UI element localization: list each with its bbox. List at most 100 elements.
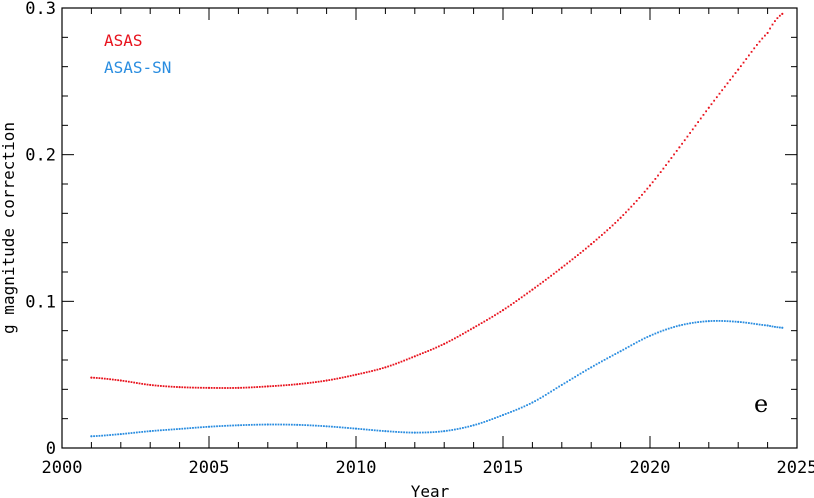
series-sample	[462, 427, 464, 429]
series-sample	[261, 423, 264, 426]
series-sample	[421, 352, 424, 355]
series-sample	[280, 423, 283, 426]
series-sample	[654, 178, 657, 180]
series-sample	[213, 387, 216, 389]
series-sample	[98, 434, 101, 437]
series-sample	[750, 322, 753, 325]
series-sample	[638, 340, 641, 342]
series-sample	[250, 386, 253, 389]
series-sample	[606, 357, 609, 360]
series-sample	[598, 361, 601, 364]
series-sample	[408, 357, 411, 360]
series-sample	[600, 234, 603, 236]
series-sample	[432, 347, 435, 350]
x-tick-label: 2020	[630, 458, 671, 478]
series-sample	[154, 384, 157, 387]
series-sample	[475, 423, 478, 426]
series-sample	[659, 171, 662, 173]
series-sample	[245, 424, 248, 426]
series-sample	[424, 431, 427, 434]
x-tick-label: 2015	[483, 458, 524, 478]
series-sample	[523, 405, 526, 408]
series-sample	[761, 37, 764, 40]
series-sample	[683, 139, 686, 142]
data-point	[766, 31, 769, 35]
series-sample	[184, 386, 186, 389]
series-sample	[670, 326, 673, 329]
series-sample	[499, 310, 502, 313]
series-sample	[544, 393, 547, 396]
series-sample	[609, 226, 611, 229]
data-point	[737, 320, 740, 323]
x-axis-label: Year	[411, 482, 450, 498]
series-sample	[718, 92, 721, 95]
series-sample	[224, 387, 226, 389]
series-sample	[603, 231, 606, 234]
series-sample	[771, 23, 774, 26]
series-sample	[253, 423, 256, 426]
series-sample	[510, 303, 512, 306]
series-sample	[143, 383, 146, 386]
series-sample	[686, 322, 689, 325]
series-sample	[339, 377, 341, 379]
series-sample	[333, 378, 336, 381]
series-sample	[769, 325, 771, 327]
series-sample	[721, 320, 724, 322]
data-point	[443, 342, 446, 345]
series-sample	[633, 342, 635, 345]
series-sample	[376, 368, 379, 371]
series-sample	[280, 384, 283, 387]
series-sample	[486, 420, 488, 422]
series-sample	[261, 385, 264, 388]
data-point	[766, 324, 769, 327]
data-point	[237, 386, 240, 389]
series-sample	[165, 385, 168, 388]
series-sample	[435, 431, 438, 433]
series-sample	[368, 370, 371, 373]
series-sample	[317, 380, 320, 383]
series-sample	[218, 387, 221, 389]
series-sample	[111, 378, 114, 381]
series-sample	[184, 427, 186, 430]
series-sample	[360, 428, 363, 430]
series-sample	[159, 429, 162, 432]
series-sample	[747, 54, 750, 57]
data-point	[781, 326, 784, 329]
series-sample	[451, 338, 454, 341]
series-sample	[397, 431, 400, 433]
series-sample	[405, 431, 408, 434]
series-sample	[109, 434, 112, 436]
series-sample	[352, 374, 355, 377]
series-sample	[630, 205, 633, 208]
series-sample	[726, 82, 729, 85]
series-sample	[143, 430, 146, 433]
series-sample	[625, 211, 627, 214]
series-sample	[499, 415, 502, 417]
series-sample	[424, 351, 427, 353]
y-tick-label: 0.1	[25, 292, 56, 312]
series-sample	[349, 427, 352, 430]
series-sample	[723, 320, 726, 322]
series-sample	[544, 278, 547, 281]
data-point	[413, 431, 416, 434]
series-sample	[216, 425, 218, 428]
series-sample	[106, 434, 109, 437]
series-sample	[453, 428, 456, 431]
series-sample	[309, 424, 312, 427]
series-sample	[520, 296, 523, 299]
series-sample	[312, 381, 315, 384]
series-sample	[595, 238, 598, 241]
series-sample	[488, 317, 491, 320]
series-sample	[528, 402, 531, 405]
series-sample	[389, 364, 392, 367]
series-sample	[298, 383, 301, 385]
data-point	[619, 350, 622, 353]
series-sample	[665, 328, 667, 331]
series-sample	[480, 322, 483, 325]
series-sample	[397, 361, 400, 364]
series-sample	[673, 326, 675, 328]
series-sample	[101, 434, 103, 437]
series-sample	[135, 382, 138, 384]
series-sample	[290, 423, 293, 426]
series-sample	[240, 386, 242, 389]
